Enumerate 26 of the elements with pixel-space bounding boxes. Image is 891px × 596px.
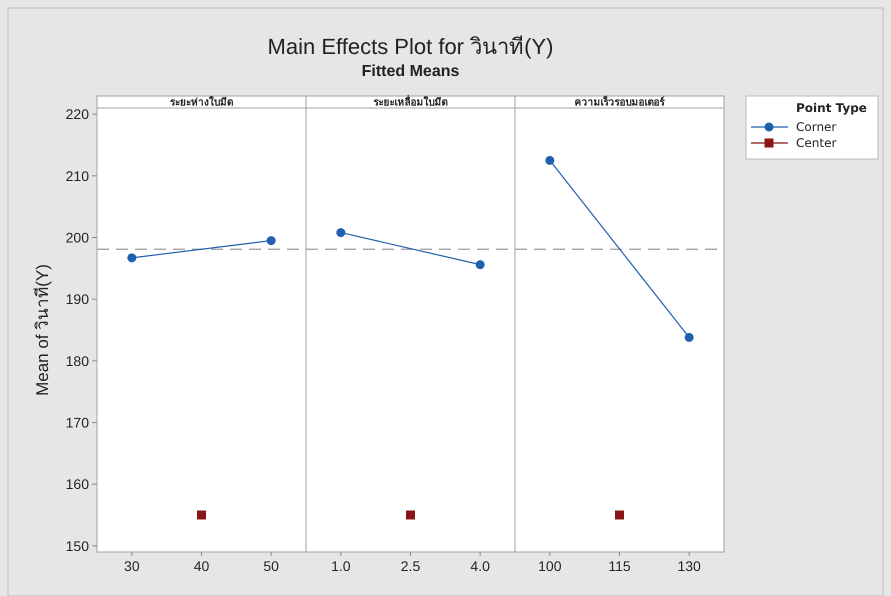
chart-title: ระยะเหลื่อมใบมีด (374, 94, 448, 108)
legend-label: Corner (796, 120, 836, 134)
y-tick-label: 200 (66, 230, 90, 246)
y-tick-label: 170 (66, 414, 90, 430)
x-tick-label: 40 (194, 558, 210, 574)
x-tick-label: 4.0 (470, 558, 490, 574)
x-tick-label: 30 (124, 558, 140, 574)
y-tick-label: 150 (66, 538, 90, 554)
legend-title: Point Type (796, 101, 867, 115)
x-tick-label: 1.0 (331, 558, 351, 574)
legend-label: Center (796, 136, 836, 150)
x-tick-label: 100 (538, 558, 562, 574)
x-tick-label: 130 (677, 558, 702, 574)
chart-title: ระยะห่างใบมีด (170, 96, 233, 108)
y-axis-title: Mean of วินาที(Y) (33, 264, 52, 396)
text: Main Effects Plot for วินาที(Y) (268, 34, 554, 59)
y-tick-label: 220 (66, 106, 90, 122)
x-tick-label: 2.5 (400, 558, 420, 574)
y-tick-label: 210 (66, 168, 90, 184)
x-tick-label: 115 (608, 558, 631, 574)
y-tick-label: 160 (66, 476, 90, 492)
x-tick-label: 50 (263, 558, 280, 574)
y-tick-label: 190 (66, 291, 90, 308)
chart-title: ความเร็วรอบมอเตอร์ (574, 94, 666, 108)
text: Fitted Means (362, 63, 460, 80)
y-tick-label: 180 (66, 352, 90, 369)
